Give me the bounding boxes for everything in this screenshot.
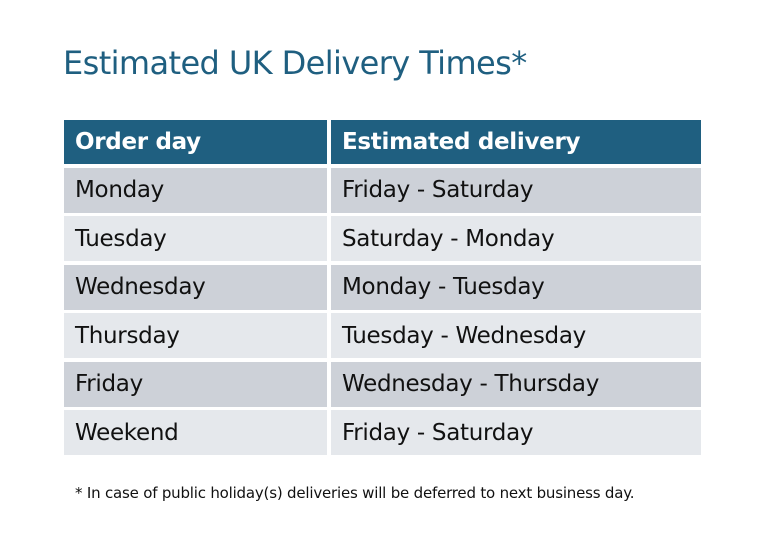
delivery-cell: Friday - Saturday	[331, 410, 701, 455]
order-day-cell: Wednesday	[64, 264, 327, 310]
delivery-cell: Friday - Saturday	[331, 167, 701, 213]
order-day-cell: Thursday	[64, 313, 327, 358]
delivery-times-table: Order day Estimated delivery Monday Frid…	[64, 120, 701, 455]
order-day-cell: Tuesday	[64, 216, 327, 261]
header-estimated-delivery: Estimated delivery	[331, 120, 701, 164]
delivery-cell: Saturday - Monday	[331, 216, 701, 261]
order-day-cell: Weekend	[64, 410, 327, 455]
page-title: Estimated UK Delivery Times*	[63, 44, 527, 82]
order-day-cell: Monday	[64, 167, 327, 213]
footnote: * In case of public holiday(s) deliverie…	[75, 484, 635, 502]
order-day-cell: Friday	[64, 361, 327, 407]
delivery-cell: Tuesday - Wednesday	[331, 313, 701, 358]
header-order-day: Order day	[64, 120, 327, 164]
delivery-cell: Monday - Tuesday	[331, 264, 701, 310]
delivery-cell: Wednesday - Thursday	[331, 361, 701, 407]
